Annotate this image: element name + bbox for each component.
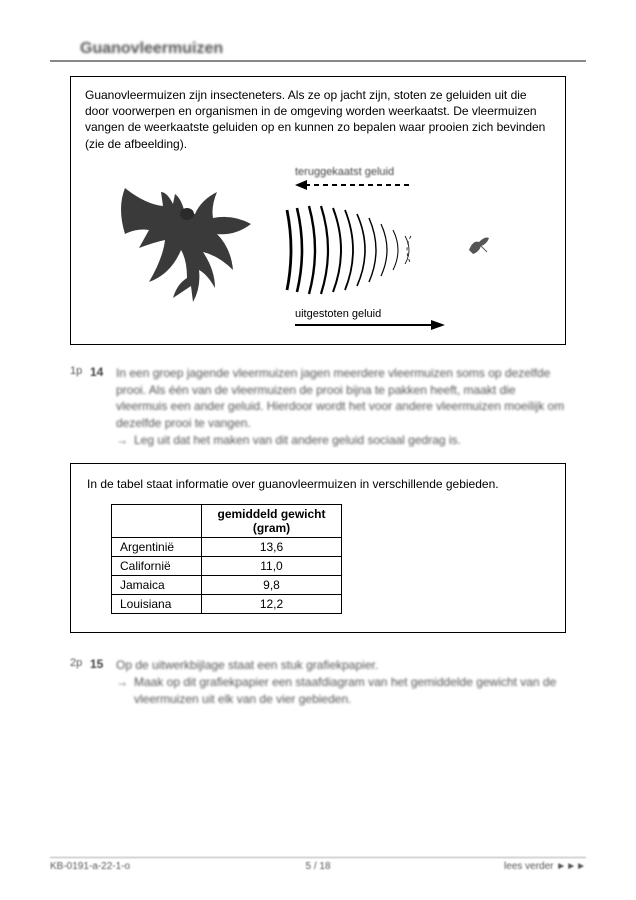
info-box-echolocation: Guanovleermuizen zijn insecteneters. Als… <box>70 76 566 345</box>
intro-paragraph: Guanovleermuizen zijn insecteneters. Als… <box>85 87 551 152</box>
cell-country: Argentinië <box>112 537 202 556</box>
table-row: Jamaica 9,8 <box>112 575 342 594</box>
table-header-weight: gemiddeld gewicht (gram) <box>202 504 342 537</box>
prompt-arrow-icon: → <box>116 432 134 449</box>
footer-page-number: 5 / 18 <box>50 861 586 872</box>
title-rule <box>50 60 586 62</box>
q14-text: In een groep jagende vleermuizen jagen m… <box>116 365 566 432</box>
arrow-reflected <box>295 180 415 190</box>
cell-value: 9,8 <box>202 575 342 594</box>
q15-text: Op de uitwerkbijlage staat een stuk graf… <box>116 657 566 674</box>
arrow-emitted <box>295 320 445 330</box>
cell-country: Californië <box>112 556 202 575</box>
table-row: Californië 11,0 <box>112 556 342 575</box>
label-emitted-sound: uitgestoten geluid <box>295 308 381 320</box>
q15-subtext: Maak op dit grafiekpapier een staafdiagr… <box>134 674 566 708</box>
table-header-empty <box>112 504 202 537</box>
q14-subtext: Leg uit dat het maken van dit andere gel… <box>134 432 461 449</box>
weight-table: gemiddeld gewicht (gram) Argentinië 13,6… <box>111 504 342 614</box>
cell-value: 12,2 <box>202 594 342 613</box>
table-intro: In de tabel staat informatie over guanov… <box>87 476 549 492</box>
page-footer: KB-0191-a-22-1-o 5 / 18 lees verder ►►► <box>50 857 586 872</box>
q14-points: 1p <box>70 365 90 449</box>
table-row: Louisiana 12,2 <box>112 594 342 613</box>
cell-value: 13,6 <box>202 537 342 556</box>
cell-country: Louisiana <box>112 594 202 613</box>
q15-points: 2p <box>70 657 90 707</box>
bat-icon <box>115 178 255 308</box>
info-box-table: In de tabel staat informatie over guanov… <box>70 463 566 633</box>
sound-waves <box>275 190 435 310</box>
cell-country: Jamaica <box>112 575 202 594</box>
table-row: Argentinië 13,6 <box>112 537 342 556</box>
question-15: 2p 15 Op de uitwerkbijlage staat een stu… <box>70 657 566 707</box>
prey-insect-icon <box>465 230 493 258</box>
q14-number: 14 <box>90 365 116 449</box>
cell-value: 11,0 <box>202 556 342 575</box>
prompt-arrow-icon: → <box>116 674 134 708</box>
label-reflected-sound: teruggekaatst geluid <box>295 166 394 178</box>
echolocation-diagram: teruggekaatst geluid <box>85 160 551 330</box>
page-title: Guanovleermuizen <box>50 40 586 58</box>
q15-number: 15 <box>90 657 116 707</box>
question-14: 1p 14 In een groep jagende vleermuizen j… <box>70 365 566 449</box>
